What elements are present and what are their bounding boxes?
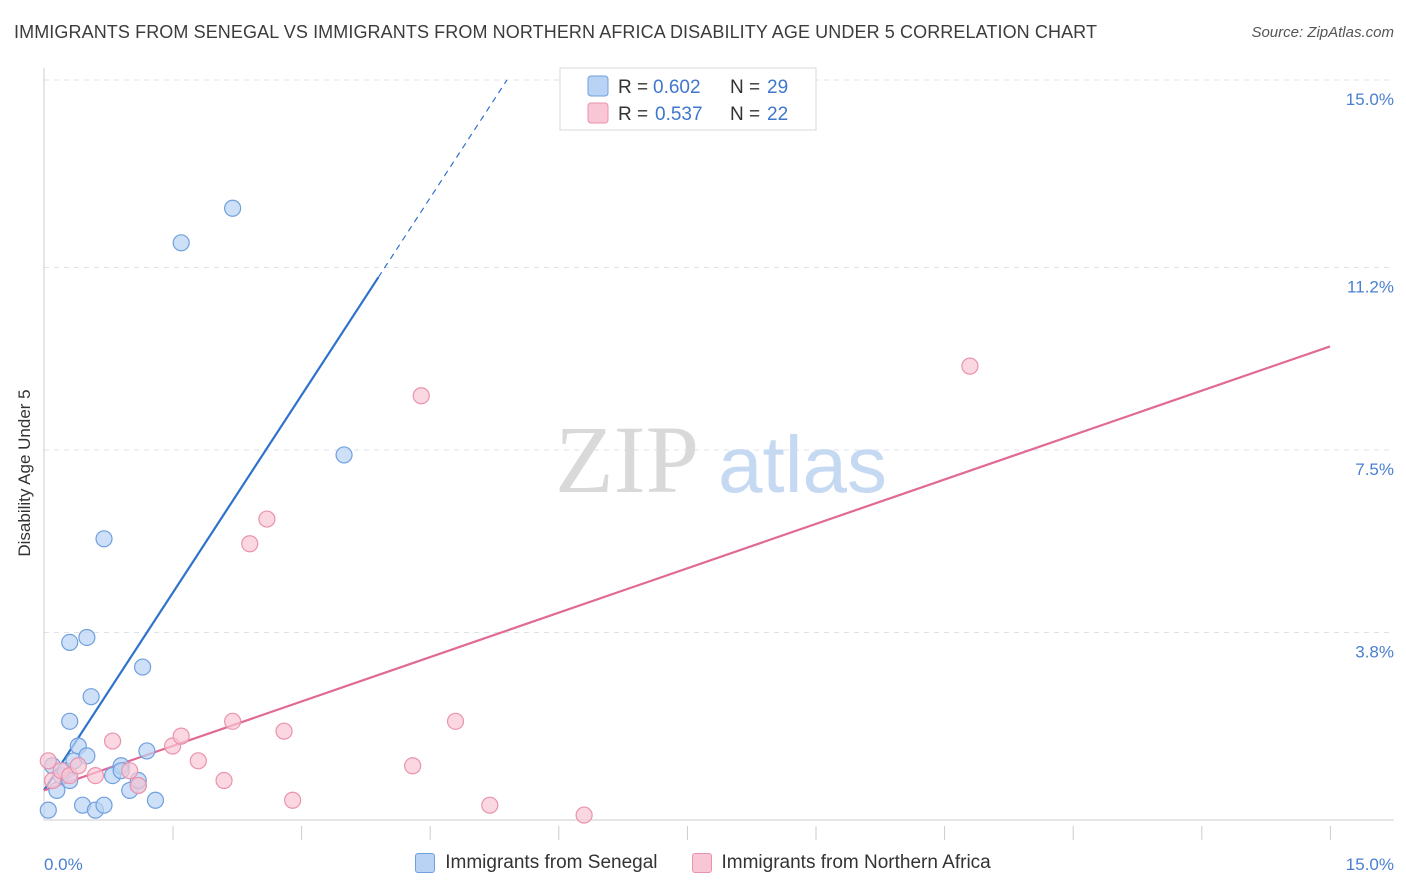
legend-r-value-northern-africa: 0.537 xyxy=(655,104,703,125)
x-tick-label-min: 0.0% xyxy=(44,855,83,874)
point-northern-africa xyxy=(86,766,105,785)
chart-title: IMMIGRANTS FROM SENEGAL VS IMMIGRANTS FR… xyxy=(14,22,1098,42)
point-senegal xyxy=(78,628,96,647)
legend-n-label-northern-africa: N = xyxy=(730,104,760,125)
chart-source: Source: ZipAtlas.com xyxy=(1251,24,1394,41)
point-northern-africa xyxy=(215,771,233,790)
point-northern-africa xyxy=(275,722,293,740)
y-tick-label: 3.8% xyxy=(1355,643,1394,662)
point-senegal xyxy=(172,234,190,252)
x-ticks xyxy=(172,826,1331,840)
point-northern-africa xyxy=(575,806,593,824)
trend-lines xyxy=(43,79,1331,792)
watermark: ZIP atlas xyxy=(555,406,887,513)
legend-swatch-senegal xyxy=(587,75,609,97)
point-northern-africa xyxy=(481,796,499,814)
series-name-northern-africa: Immigrants from Northern Africa xyxy=(721,852,991,873)
series-name-senegal: Immigrants from Senegal xyxy=(445,852,658,873)
y-tick-label: 15.0% xyxy=(1346,90,1394,109)
y-tick-labels: 3.8% 7.5% 11.2% 15.0% xyxy=(1346,90,1394,662)
point-senegal xyxy=(61,712,79,730)
grid-lines xyxy=(44,79,1394,634)
point-northern-africa xyxy=(69,757,87,775)
point-northern-africa xyxy=(258,510,276,528)
point-northern-africa xyxy=(39,752,57,770)
point-northern-africa xyxy=(241,535,259,553)
trend-line-northern-africa xyxy=(43,345,1331,792)
y-tick-label: 11.2% xyxy=(1347,277,1394,296)
axes xyxy=(43,68,1394,821)
series-legend-northern-africa: Immigrants from Northern Africa xyxy=(691,852,991,874)
point-northern-africa xyxy=(284,791,302,809)
point-senegal xyxy=(39,801,57,819)
watermark-zip: ZIP xyxy=(555,406,699,513)
point-senegal xyxy=(95,530,113,548)
x-tick-label-max: 15.0% xyxy=(1346,855,1394,874)
series-legend-senegal: Immigrants from Senegal xyxy=(415,852,658,874)
point-northern-africa xyxy=(121,762,139,780)
point-senegal xyxy=(133,658,152,676)
series-swatch-northern-africa xyxy=(691,853,712,873)
series-legend: Immigrants from Senegal Immigrants from … xyxy=(0,852,1406,874)
point-northern-africa xyxy=(129,776,147,795)
point-northern-africa xyxy=(412,387,430,405)
point-senegal xyxy=(61,633,79,652)
point-senegal xyxy=(224,199,242,217)
point-northern-africa xyxy=(961,357,979,375)
point-northern-africa xyxy=(404,757,422,775)
point-senegal xyxy=(138,742,156,760)
trend-line-senegal xyxy=(43,276,380,792)
point-senegal xyxy=(82,688,100,706)
y-axis-label: Disability Age Under 5 xyxy=(15,389,34,556)
watermark-atlas: atlas xyxy=(718,420,887,509)
legend-n-value-northern-africa: 22 xyxy=(767,104,788,125)
point-northern-africa xyxy=(189,752,207,770)
trend-line-senegal-extension xyxy=(377,79,508,278)
y-tick-label: 7.5% xyxy=(1355,460,1394,479)
point-northern-africa xyxy=(172,727,190,745)
legend: R = 0.602 N = 29 R = 0.537 N = 22 xyxy=(559,67,817,131)
legend-n-value-senegal: 29 xyxy=(767,77,788,98)
point-northern-africa xyxy=(103,732,122,750)
point-senegal xyxy=(335,446,353,464)
legend-r-label-northern-africa: R = xyxy=(618,104,648,125)
point-senegal xyxy=(95,796,113,814)
series-swatch-senegal xyxy=(415,853,436,873)
point-northern-africa xyxy=(224,712,242,730)
point-senegal xyxy=(146,791,165,809)
legend-swatch-northern-africa xyxy=(587,102,609,124)
legend-r-label-senegal: R = xyxy=(618,77,648,98)
legend-r-value-senegal: 0.602 xyxy=(653,77,701,98)
data-points xyxy=(39,199,979,824)
point-northern-africa xyxy=(446,712,465,730)
legend-n-label-senegal: N = xyxy=(730,77,760,98)
